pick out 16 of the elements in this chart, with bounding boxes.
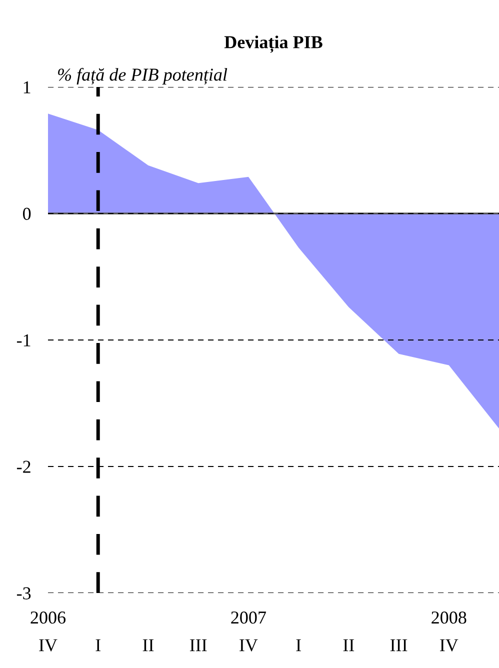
x-tick-label: I: [296, 639, 301, 652]
x-tick-label: II: [343, 639, 354, 652]
y-tick-label: -2: [16, 460, 30, 473]
x-tick-label: III: [390, 639, 408, 652]
chart-title: Deviația PIB: [224, 36, 322, 53]
x-tick-label: 2006 IV: [30, 612, 66, 652]
x-tick-label: 2007 IV: [231, 612, 266, 652]
x-tick-label: III: [190, 639, 207, 652]
y-tick-label: -3: [16, 587, 31, 600]
x-tick-label: I: [96, 639, 100, 652]
y-axis-title: % față de PIB potențial: [58, 68, 228, 84]
y-tick-label: -1: [16, 334, 30, 346]
y-tick-label: 0: [22, 208, 31, 220]
x-tick-label: 2008 IV: [432, 612, 466, 652]
y-tick-label: 1: [24, 81, 30, 94]
x-tick-label: II: [142, 639, 154, 652]
